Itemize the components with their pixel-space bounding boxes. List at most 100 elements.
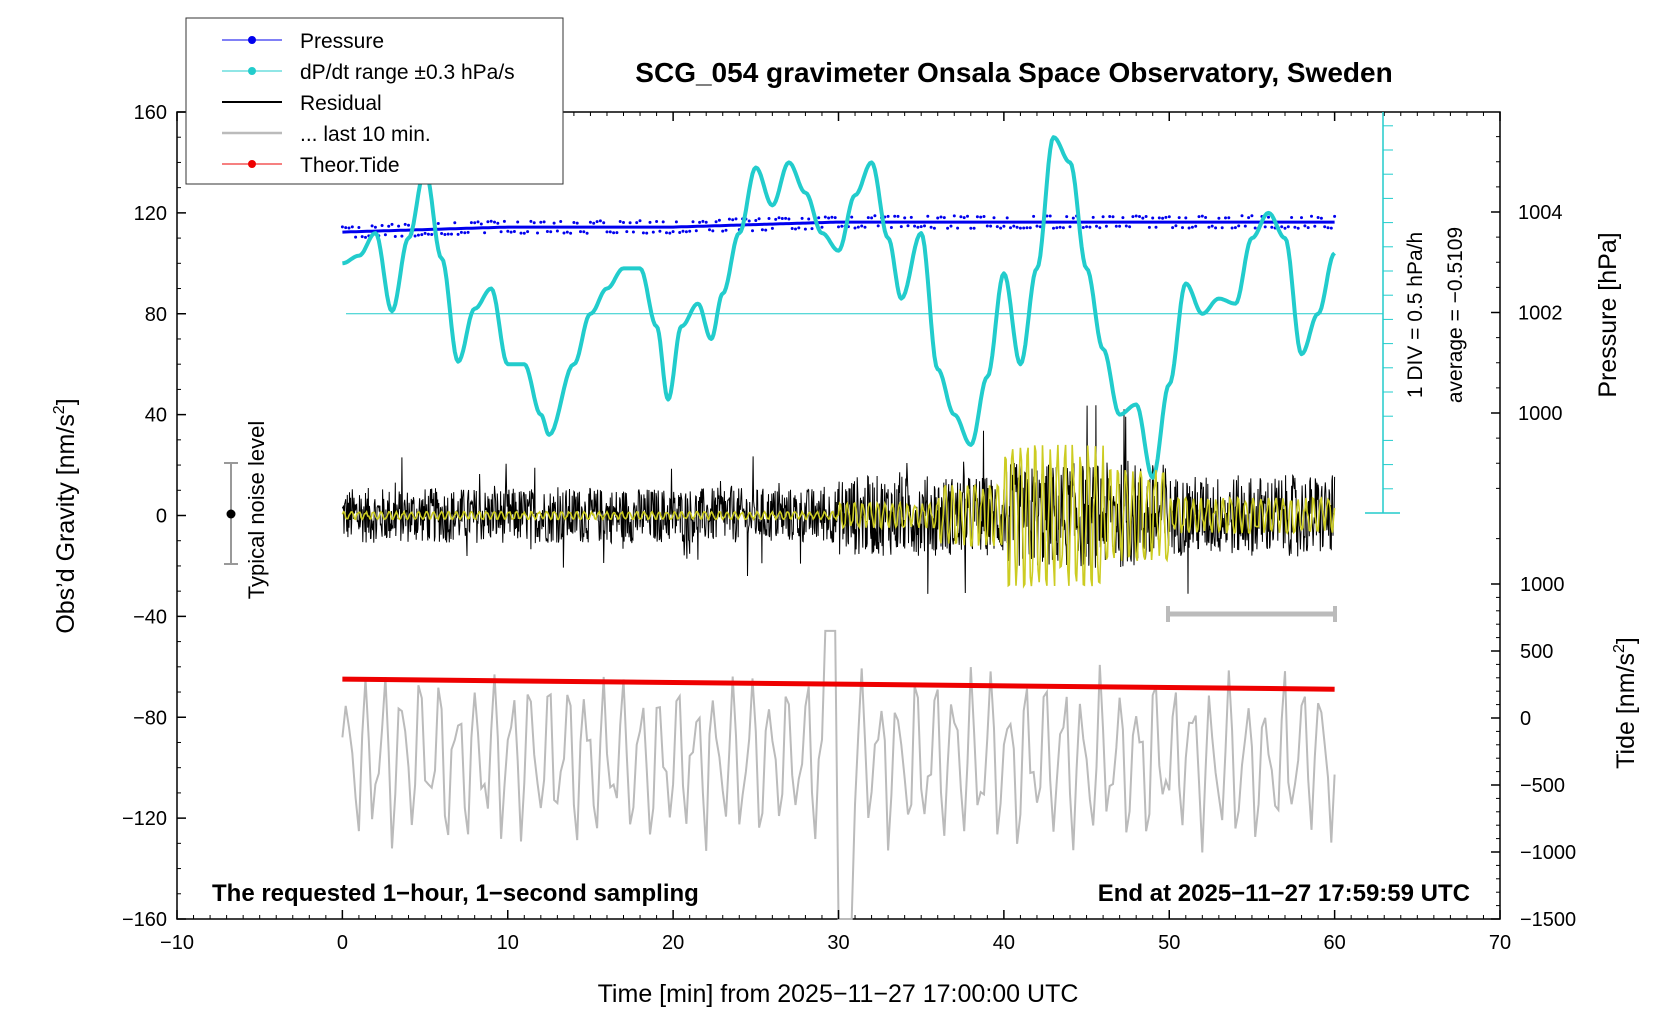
legend: Pressure dP/dt range ±0.3 hPa/s Residual… [185, 17, 564, 185]
x-axis-label: Time [min] from 2025−11−27 17:00:00 UTC [598, 980, 1079, 1008]
pressure-point [1058, 225, 1062, 229]
pressure-point [754, 219, 758, 222]
dpdt-scale-bar [346, 112, 1400, 514]
legend-residual-label: Residual [300, 92, 382, 115]
pressure-point [691, 220, 695, 224]
pressure-point [1224, 216, 1227, 220]
pressure-point [496, 221, 500, 225]
pressure-point [360, 235, 364, 239]
y-tick-label: −40 [133, 606, 167, 628]
pressure-point [721, 229, 725, 233]
pressure-point [545, 230, 549, 233]
pressure-point [622, 221, 625, 224]
pressure-point [443, 233, 447, 236]
pressure-point [579, 230, 582, 234]
pressure-point [956, 226, 960, 230]
pressure-point [913, 224, 917, 228]
pressure-point [757, 217, 761, 221]
pressure-point [942, 216, 946, 220]
pressure-point [1306, 226, 1310, 230]
pressure-point [483, 231, 487, 235]
pressure-point [731, 218, 735, 222]
pressure-point [658, 229, 662, 233]
pressure-point [608, 230, 612, 234]
pressure-point [1283, 226, 1287, 230]
pressure-point [1081, 226, 1085, 229]
pressure-point [446, 232, 450, 236]
y-axis-label: Obs’d Gravity [nm/s2] [51, 398, 80, 633]
pressure-point [1018, 226, 1022, 230]
pressure-point [440, 232, 444, 235]
pressure-point [552, 221, 556, 225]
pressure-point [565, 230, 569, 234]
pressure-point [1286, 225, 1290, 229]
pressure-point [582, 230, 586, 234]
pressure-point [886, 214, 890, 218]
pressure-point [1240, 214, 1244, 218]
noise-level-marker [224, 462, 238, 565]
pressure-point [1154, 225, 1158, 229]
pressure-point [1333, 214, 1337, 218]
pressure-point [860, 224, 864, 228]
pressure-point [681, 229, 685, 233]
pressure-point [413, 234, 417, 238]
pressure-point [794, 227, 797, 231]
pressure-point [777, 216, 781, 220]
pressure-point [450, 232, 453, 236]
pressure-point [916, 225, 920, 229]
pressure-point [1124, 224, 1128, 228]
pressure-point [380, 224, 384, 227]
legend-pressure-label: Pressure [300, 30, 384, 53]
legend-last10-label: ... last 10 min. [300, 123, 431, 146]
pressure-point [972, 226, 976, 230]
pressure-point [1032, 214, 1036, 218]
pressure-point [939, 215, 943, 219]
pressure-point [1101, 215, 1105, 219]
pressure-point [1177, 216, 1181, 220]
pressure-point [575, 221, 579, 225]
pressure-point [671, 230, 675, 234]
pressure-point [1197, 215, 1201, 219]
pressure-point [1310, 214, 1313, 218]
pressure-point [1141, 216, 1145, 220]
pressure-point [489, 219, 493, 223]
pressure-point [893, 214, 897, 218]
pressure-point [1128, 225, 1132, 229]
pressure-point [618, 220, 622, 223]
legend-dpdt-marker [248, 67, 256, 75]
pressure-point [499, 230, 503, 234]
pressure-point [588, 220, 592, 224]
pressure-point [539, 220, 543, 224]
pressure-point [1243, 224, 1247, 228]
pressure-point [1131, 215, 1135, 219]
pressure-point [400, 234, 404, 238]
pressure-point [1270, 225, 1274, 229]
pressure-point [526, 230, 530, 234]
x-tick-label: 70 [1489, 932, 1511, 954]
pressure-point [1319, 216, 1323, 220]
pressure-point [876, 224, 880, 228]
pressure-point [975, 215, 979, 219]
pressure-line [342, 220, 1335, 234]
pressure-point [932, 226, 936, 230]
pressure-point [407, 223, 410, 227]
last-10-min-range-bar [1166, 606, 1337, 622]
pressure-point [459, 230, 463, 234]
tide-axis-label: Tide [nm/s2] [1611, 637, 1640, 769]
pressure-point [767, 217, 771, 220]
pressure-point [1015, 225, 1019, 229]
pressure-point [995, 225, 999, 229]
pressure-point [469, 221, 473, 225]
pressure-point [598, 219, 602, 223]
pressure-point [1167, 215, 1171, 219]
pressure-point [1138, 215, 1141, 218]
pressure-point [1061, 226, 1065, 230]
pressure-point [585, 231, 589, 235]
legend-pressure-marker [248, 36, 256, 44]
pressure-point [1002, 224, 1006, 228]
y-tick-label: 0 [156, 506, 167, 528]
theor-tide-line [342, 676, 1335, 692]
pressure-point [347, 226, 351, 230]
pressure-point [344, 226, 348, 230]
